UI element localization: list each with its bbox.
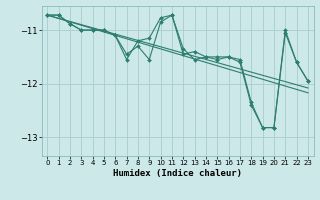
X-axis label: Humidex (Indice chaleur): Humidex (Indice chaleur) [113, 169, 242, 178]
